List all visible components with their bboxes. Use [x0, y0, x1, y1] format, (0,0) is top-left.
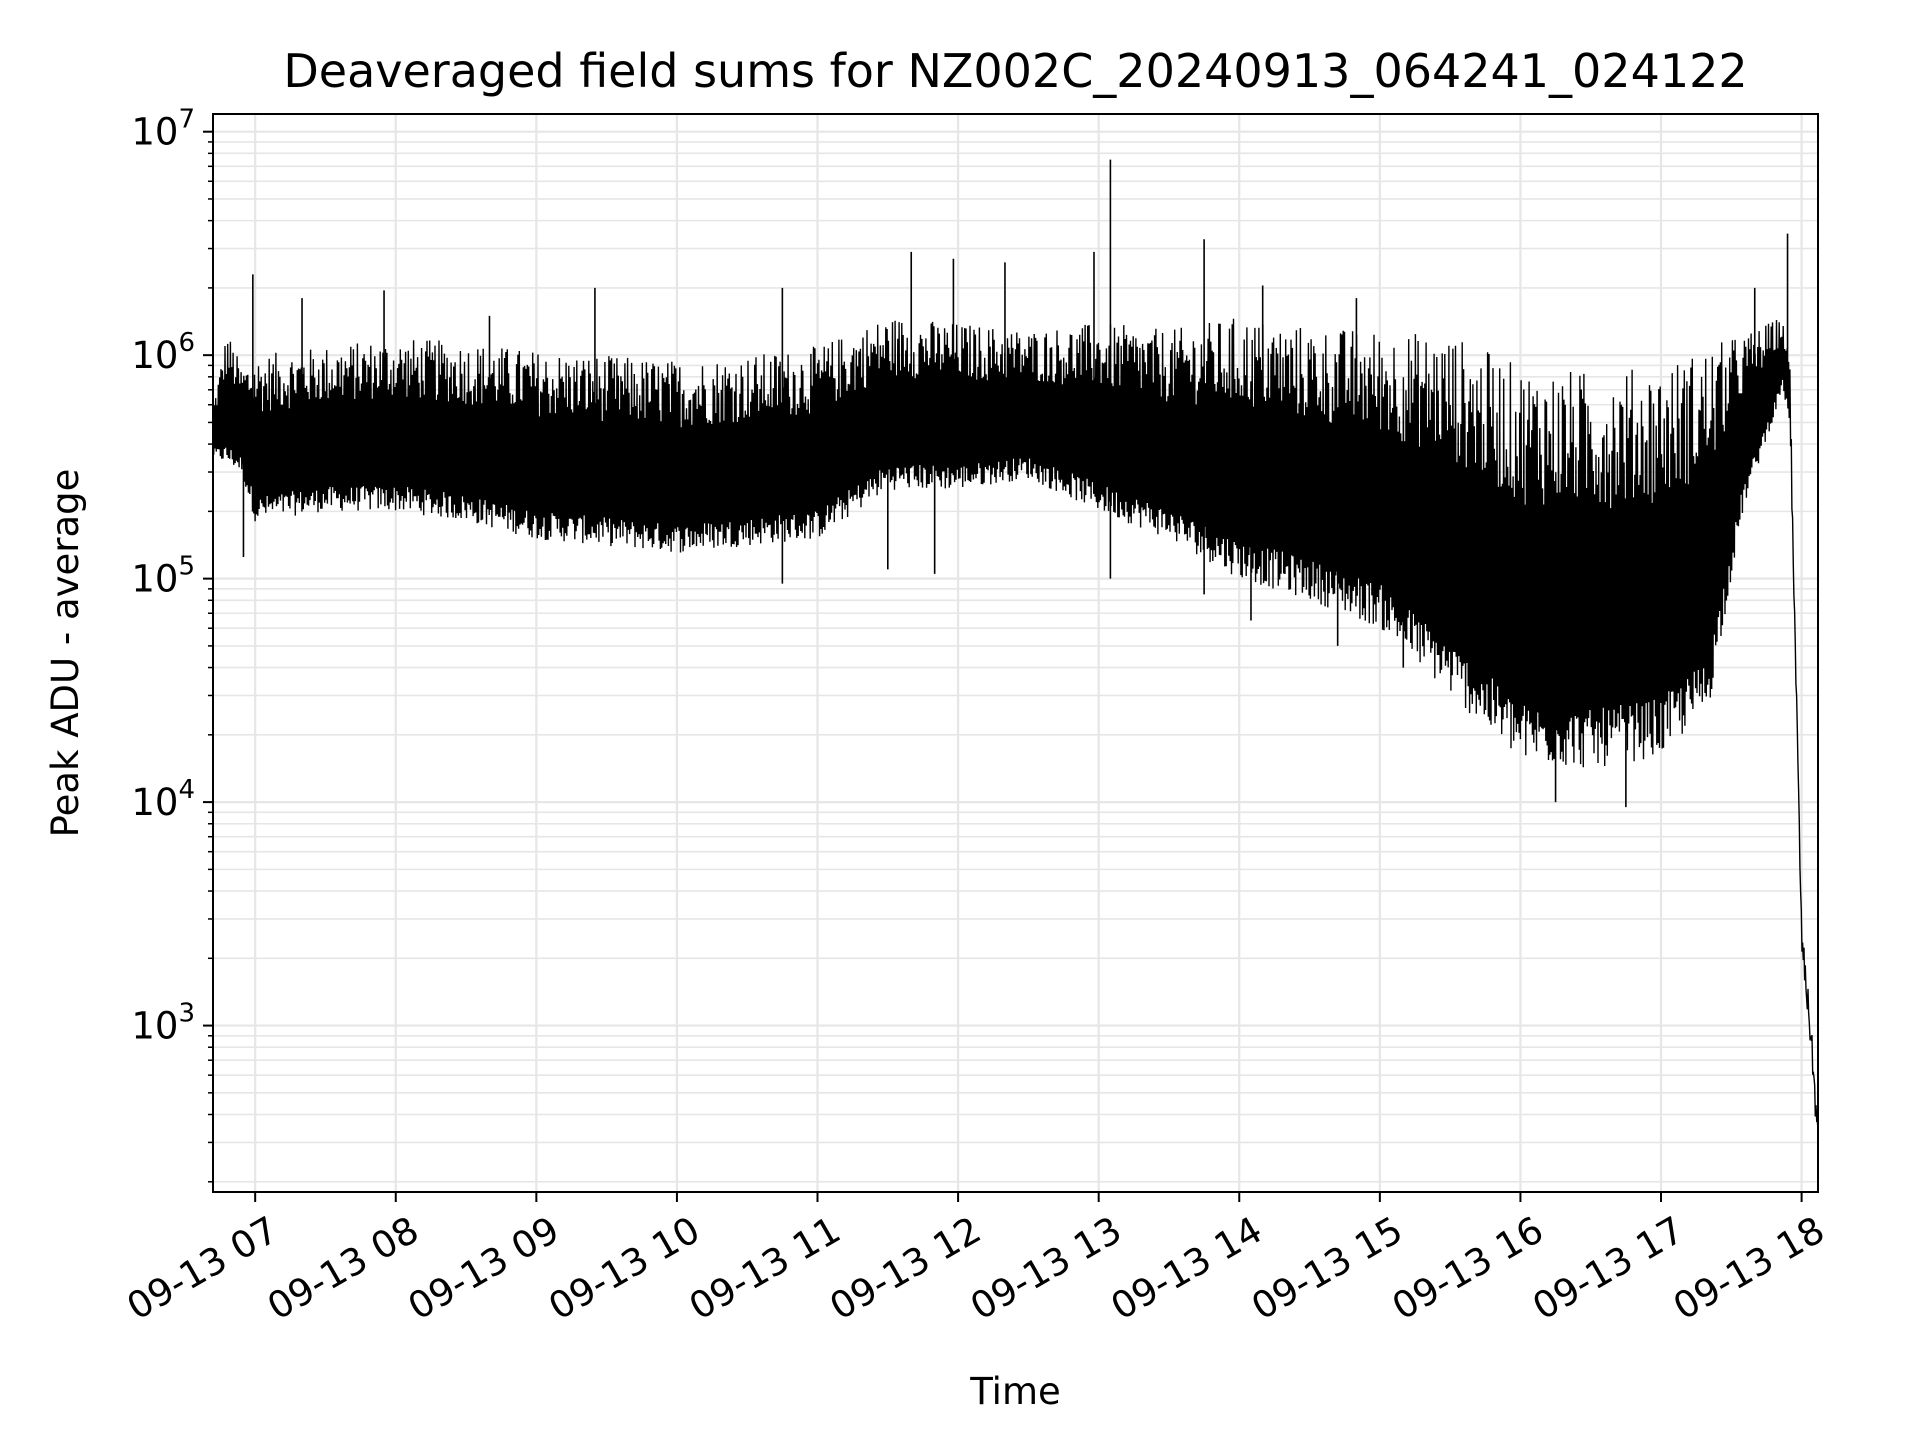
series-line — [212, 318, 1819, 1132]
y-tick-exponent: 6 — [178, 328, 195, 358]
y-tick-exponent: 7 — [178, 105, 195, 135]
y-tick-label: 104 — [131, 775, 195, 824]
y-tick-exponent: 5 — [178, 552, 195, 582]
series-layer — [212, 159, 1819, 1132]
y-tick-base: 10 — [131, 111, 178, 154]
y-tick-base: 10 — [131, 781, 178, 824]
y-axis-label: Peak ADU - average — [44, 469, 87, 838]
y-tick-base: 10 — [131, 558, 178, 601]
y-tick-base: 10 — [131, 1005, 178, 1048]
y-tick-exponent: 3 — [178, 999, 195, 1029]
x-axis-label: Time — [969, 1370, 1061, 1413]
y-tick-base: 10 — [131, 334, 178, 377]
y-tick-label: 106 — [131, 328, 195, 377]
y-tick-label: 107 — [131, 105, 195, 154]
y-tick-exponent: 4 — [178, 775, 195, 805]
plot-frame — [212, 113, 1819, 1193]
y-tick-label: 105 — [131, 552, 195, 601]
y-tick-label: 103 — [131, 999, 195, 1048]
chart-title: Deaveraged field sums for NZ002C_2024091… — [283, 44, 1747, 98]
